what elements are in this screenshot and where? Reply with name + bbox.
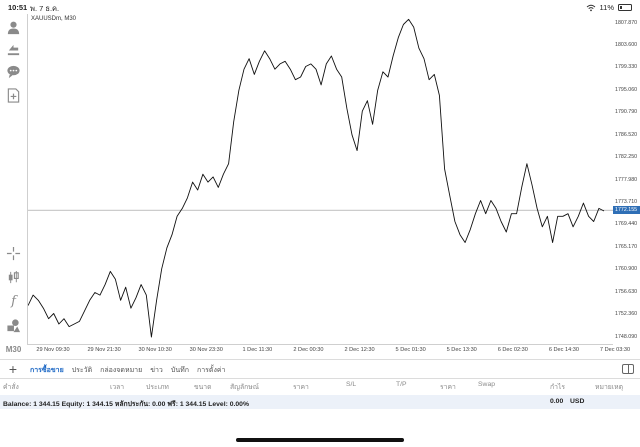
column-current-price: ราคา [440, 384, 456, 391]
account-currency: USD [570, 398, 585, 405]
price-tick-label: 1769.440 [615, 221, 638, 228]
price-tick-label: 1807.870 [615, 19, 638, 26]
status-time: 10:51 [8, 3, 28, 12]
battery-icon [618, 4, 632, 11]
time-axis: 29 Nov 09:30 29 Nov 21:30 30 Nov 10:30 30 N… [27, 347, 640, 357]
column-comment: หมายเหตุ [595, 384, 623, 391]
tab-settings[interactable]: การตั้งค่า [196, 367, 226, 374]
time-tick-label: 30 Nov 23:30 [189, 347, 223, 353]
status-bar: 10:51 พ. 7 ธ.ค. 11% [0, 0, 640, 14]
total-profit: 0.00 [550, 398, 564, 405]
split-view-icon[interactable] [622, 364, 634, 374]
add-chart-icon[interactable] [4, 86, 23, 105]
time-tick-label: 5 Dec 13:30 [446, 347, 477, 353]
price-tick-label: 1786.520 [615, 131, 638, 138]
price-tick-label: 1748.090 [615, 333, 638, 340]
balance-row: Balance: 1 344.15 Equity: 1 344.15 หลักป… [0, 395, 640, 409]
price-tick-label: 1765.170 [615, 243, 638, 250]
price-tick-label: 1756.630 [615, 288, 638, 295]
balance-summary: Balance: 1 344.15 Equity: 1 344.15 หลักป… [3, 401, 250, 408]
chart-area[interactable]: XAUUSDm, M30 [27, 14, 614, 345]
column-type: ประเภท [146, 384, 169, 391]
time-tick-label: 1 Dec 11:30 [242, 347, 273, 353]
status-date: พ. 7 ธ.ค. [30, 4, 60, 13]
battery-percent: 11% [599, 3, 614, 12]
column-symbol: สัญลักษณ์ [230, 384, 260, 391]
home-indicator[interactable] [236, 438, 404, 442]
chat-icon[interactable] [4, 62, 23, 81]
terminal-tab-bar: + การซื้อขาย ประวัติ กล่องจดหมาย ข่าว บั… [0, 359, 640, 379]
trade-table-header: คำสั่ง เวลา ประเภท ขนาด สัญลักษณ์ ราคา S… [0, 381, 640, 392]
deal-icon[interactable] [4, 40, 23, 59]
time-tick-label: 7 Dec 03:30 [599, 347, 631, 353]
terminal-tabs: การซื้อขาย ประวัติ กล่องจดหมาย ข่าว บันท… [30, 365, 225, 376]
price-tick-label: 1760.900 [615, 266, 638, 273]
column-tp: T/P [396, 381, 407, 388]
add-icon[interactable]: + [8, 361, 18, 377]
time-tick-label: 6 Dec 02:30 [497, 347, 528, 353]
column-profit: กำไร [550, 384, 566, 391]
column-sl: S/L [346, 381, 357, 388]
price-tick-label: 1777.980 [615, 176, 638, 183]
time-tick-label: 29 Nov 21:30 [87, 347, 121, 353]
price-tick-label: 1782.250 [615, 154, 638, 161]
wifi-icon [586, 4, 595, 11]
timeframe-label[interactable]: M30 [5, 345, 22, 354]
time-tick-label: 29 Nov 09:30 [36, 347, 70, 353]
account-icon[interactable] [4, 18, 23, 37]
tab-mailbox[interactable]: กล่องจดหมาย [100, 367, 143, 374]
time-tick-label: 2 Dec 00:30 [293, 347, 324, 353]
price-chart [28, 18, 614, 338]
tab-trade[interactable]: การซื้อขาย [30, 367, 64, 374]
price-axis: 1772.155 1807.870 1803.600 1799.330 1795.06… [613, 14, 640, 345]
tab-journal[interactable]: บันทึก [170, 367, 189, 374]
price-tick-label: 1752.360 [615, 311, 638, 318]
time-tick-label: 2 Dec 12:30 [344, 347, 375, 353]
objects-icon[interactable] [4, 316, 23, 335]
column-swap: Swap [478, 381, 496, 388]
price-tick-label: 1795.060 [615, 86, 638, 93]
crosshair-icon[interactable] [4, 244, 23, 263]
current-price-label: 1772.155 [613, 206, 640, 215]
column-price: ราคา [293, 384, 309, 391]
price-tick-label: 1773.710 [615, 199, 638, 206]
time-tick-label: 5 Dec 01:30 [395, 347, 426, 353]
price-tick-label: 1803.600 [615, 41, 638, 48]
indicator-icon[interactable]: f [11, 294, 16, 309]
candlestick-icon[interactable] [4, 268, 23, 287]
column-order: คำสั่ง [3, 384, 19, 391]
column-time: เวลา [110, 384, 125, 391]
left-toolbar: f M30 [0, 14, 27, 359]
price-tick-label: 1790.790 [615, 109, 638, 116]
price-line [28, 18, 605, 338]
symbol-label: XAUUSDm, M30 [31, 16, 77, 22]
price-tick-label: 1799.330 [615, 64, 638, 71]
status-indicators: 11% [586, 3, 632, 12]
time-tick-label: 30 Nov 10:30 [138, 347, 172, 353]
tab-history[interactable]: ประวัติ [71, 367, 93, 374]
time-tick-label: 6 Dec 14:30 [548, 347, 579, 353]
column-volume: ขนาด [194, 384, 212, 391]
tab-news[interactable]: ข่าว [150, 367, 163, 374]
